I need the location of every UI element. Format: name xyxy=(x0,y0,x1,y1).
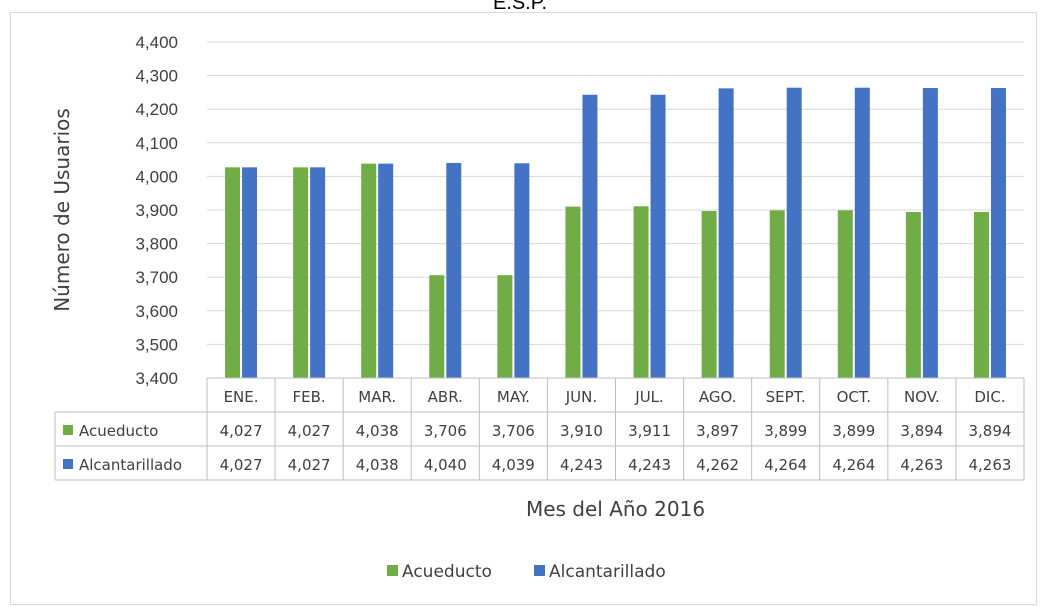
y-tick-label: 4,300 xyxy=(135,67,178,86)
data-value-label: 4,264 xyxy=(764,456,807,474)
bar-alcantarillado xyxy=(922,88,938,379)
bar-acueducto xyxy=(293,167,309,378)
bar-alcantarillado xyxy=(582,94,598,378)
data-value-label: 3,706 xyxy=(492,422,535,440)
data-value-label: 4,243 xyxy=(560,456,603,474)
data-value-label: 4,027 xyxy=(220,422,263,440)
bar-acueducto xyxy=(633,206,649,378)
bar-alcantarillado xyxy=(310,167,326,378)
bar-acueducto xyxy=(837,210,853,378)
x-tick-label: DIC. xyxy=(974,388,1005,406)
data-value-label: 4,243 xyxy=(628,456,671,474)
data-value-label: 4,038 xyxy=(356,422,399,440)
y-tick-label: 3,600 xyxy=(135,302,178,321)
x-tick-label: MAR. xyxy=(358,388,396,406)
x-tick-label: AGO. xyxy=(699,388,737,406)
y-tick-label: 4,000 xyxy=(135,167,178,186)
legend-label: Acueducto xyxy=(402,562,492,582)
table-series-label: Acueducto xyxy=(79,422,158,440)
data-value-label: 4,264 xyxy=(832,456,875,474)
x-tick-label: SEPT. xyxy=(766,388,806,406)
y-tick-label: 3,700 xyxy=(135,268,178,287)
data-value-label: 4,038 xyxy=(356,456,399,474)
bar-alcantarillado xyxy=(990,88,1006,379)
y-tick-label: 4,100 xyxy=(135,134,178,153)
data-value-label: 3,894 xyxy=(968,422,1011,440)
y-tick-label: 3,500 xyxy=(135,335,178,354)
x-tick-label: NOV. xyxy=(904,388,940,406)
data-value-label: 4,040 xyxy=(424,456,467,474)
bar-alcantarillado xyxy=(854,87,870,379)
bar-alcantarillado xyxy=(446,162,462,378)
data-value-label: 3,894 xyxy=(900,422,943,440)
x-tick-label: OCT. xyxy=(837,388,871,406)
y-axis-title: Número de Usuarios xyxy=(50,108,74,312)
bar-alcantarillado xyxy=(378,163,394,378)
y-tick-label: 4,200 xyxy=(135,100,178,119)
x-tick-label: ABR. xyxy=(428,388,463,406)
data-value-label: 3,899 xyxy=(764,422,807,440)
x-tick-label: FEB. xyxy=(293,388,326,406)
bar-alcantarillado xyxy=(242,167,258,378)
bar-acueducto xyxy=(497,275,513,378)
table-legend-key xyxy=(63,459,73,469)
chart-title: E.S.P. xyxy=(492,0,548,14)
table-legend-key xyxy=(63,425,73,435)
bar-alcantarillado xyxy=(514,163,530,378)
legend-key-alcantarillado xyxy=(534,565,545,576)
data-value-label: 3,910 xyxy=(560,422,603,440)
bar-acueducto xyxy=(361,163,377,378)
bar-acueducto xyxy=(905,212,921,378)
legend-key-acueducto xyxy=(387,565,398,576)
y-tick-label: 4,400 xyxy=(135,33,178,52)
data-value-label: 4,039 xyxy=(492,456,535,474)
x-tick-label: MAY. xyxy=(497,388,530,406)
y-tick-label: 3,800 xyxy=(135,235,178,254)
y-tick-label: 3,900 xyxy=(135,201,178,220)
data-value-label: 4,027 xyxy=(288,456,331,474)
legend-label: Alcantarillado xyxy=(549,562,666,582)
bar-acueducto xyxy=(769,210,785,378)
bar-acueducto xyxy=(565,206,581,378)
bar-alcantarillado xyxy=(786,87,802,379)
data-value-label: 4,027 xyxy=(220,456,263,474)
table-series-label: Alcantarillado xyxy=(79,456,182,474)
y-tick-label: 3,400 xyxy=(135,369,178,388)
x-tick-label: JUL. xyxy=(634,388,664,406)
data-value-label: 3,899 xyxy=(832,422,875,440)
bar-alcantarillado xyxy=(650,94,666,378)
data-value-label: 4,263 xyxy=(968,456,1011,474)
bar-acueducto xyxy=(701,211,717,378)
data-value-label: 4,262 xyxy=(696,456,739,474)
data-value-label: 4,263 xyxy=(900,456,943,474)
data-value-label: 3,706 xyxy=(424,422,467,440)
x-tick-label: JUN. xyxy=(565,388,597,406)
bar-alcantarillado xyxy=(718,88,734,379)
x-axis-title: Mes del Año 2016 xyxy=(526,497,705,521)
data-value-label: 3,911 xyxy=(628,422,671,440)
bar-acueducto xyxy=(973,212,989,378)
data-value-label: 3,897 xyxy=(696,422,739,440)
x-tick-label: ENE. xyxy=(224,388,259,406)
bar-acueducto xyxy=(429,275,445,378)
data-value-label: 4,027 xyxy=(288,422,331,440)
bar-acueducto xyxy=(225,167,241,378)
